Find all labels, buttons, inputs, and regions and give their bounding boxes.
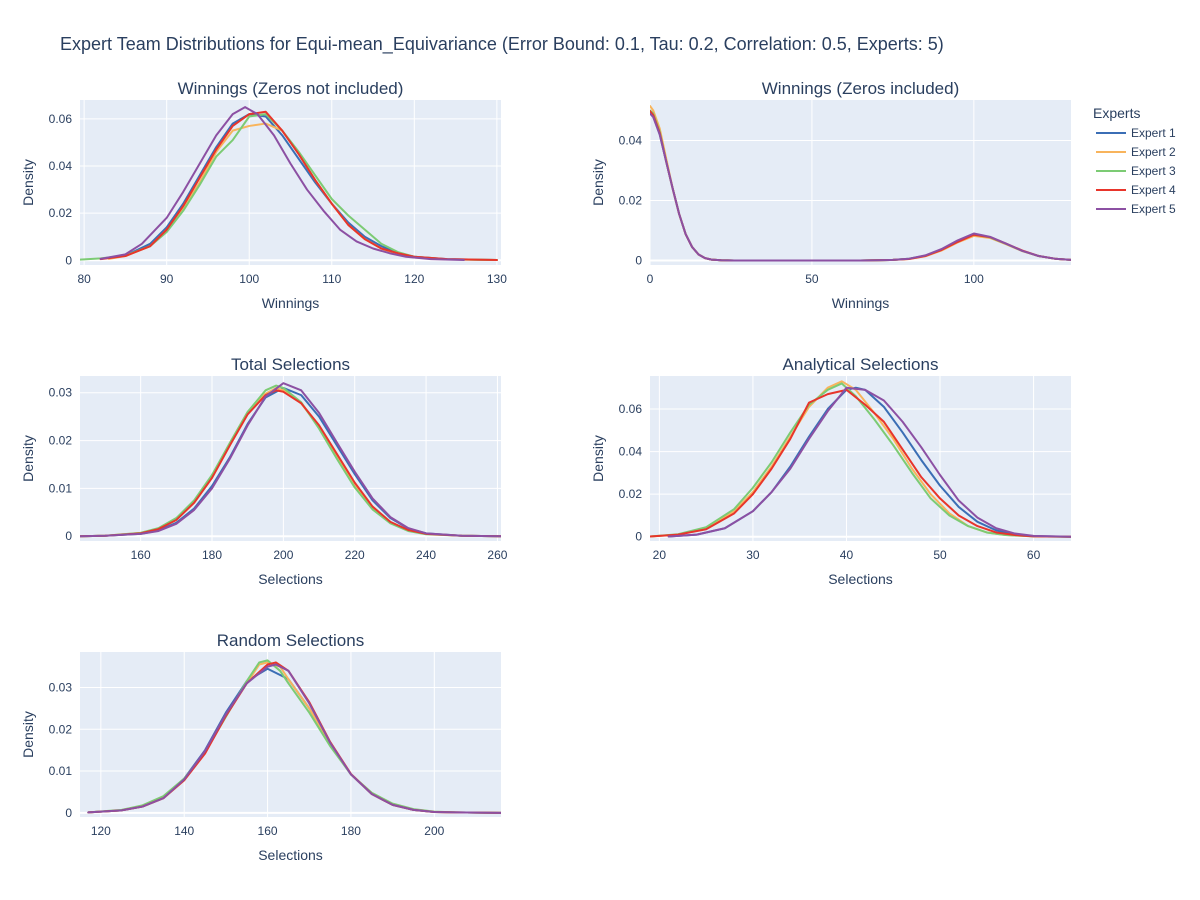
x-tick-label: 200: [424, 824, 444, 838]
plot-area: [650, 100, 1071, 265]
legend-item-expert-2[interactable]: Expert 2: [1096, 145, 1176, 159]
x-tick-label: 20: [653, 548, 667, 562]
legend-item-expert-1[interactable]: Expert 1: [1096, 126, 1176, 140]
y-axis-label: Density: [590, 159, 606, 206]
y-tick-label: 0.02: [619, 487, 643, 501]
subplot-title: Winnings (Zeros included): [762, 79, 959, 98]
y-tick-label: 0: [65, 529, 72, 543]
legend-label: Expert 5: [1131, 202, 1176, 216]
x-tick-label: 50: [805, 272, 819, 286]
y-tick-label: 0.04: [619, 134, 643, 148]
series-group: [80, 382, 501, 538]
y-tick-label: 0.02: [49, 434, 73, 448]
subplot-4: 20 30 40 50 60 0 0.02 0.04 0.06 Analytical Select…: [590, 355, 1071, 587]
x-axis-label: Winnings: [262, 295, 320, 311]
y-tick-label: 0.03: [49, 386, 73, 400]
x-tick-label: 120: [91, 824, 111, 838]
y-tick-label: 0: [635, 530, 642, 544]
legend[interactable]: Experts Expert 1 Expert 2 Expert 3 Expert 4 E…: [1093, 105, 1176, 216]
series-line-expert-5: [667, 386, 1071, 538]
legend-label: Expert 1: [1131, 126, 1176, 140]
y-tick-label: 0.02: [619, 194, 643, 208]
legend-label: Expert 4: [1131, 183, 1176, 197]
plot-area: [80, 652, 501, 817]
legend-title: Experts: [1093, 105, 1140, 121]
x-tick-label: 160: [131, 548, 151, 562]
y-tick-label: 0.02: [49, 722, 73, 736]
x-axis-label: Winnings: [832, 295, 890, 311]
x-axis-label: Selections: [258, 847, 323, 863]
y-tick-label: 0: [65, 253, 72, 267]
y-axis-label: Density: [20, 435, 36, 482]
series-group: [650, 380, 1071, 538]
subplot-title: Winnings (Zeros not included): [178, 79, 404, 98]
x-tick-label: 60: [1027, 548, 1041, 562]
series-group: [650, 105, 1071, 262]
x-tick-label: 180: [202, 548, 222, 562]
series-line-expert-4: [650, 388, 1071, 538]
series-line-expert-5: [87, 663, 501, 814]
figure-title: Expert Team Distributions for Equi-mean_…: [60, 34, 944, 55]
x-tick-label: 220: [345, 548, 365, 562]
x-tick-label: 100: [964, 272, 984, 286]
x-tick-label: 40: [840, 548, 854, 562]
series-line-expert-4: [80, 389, 501, 538]
y-axis-label: Density: [20, 159, 36, 206]
x-tick-label: 90: [160, 272, 174, 286]
y-axis-label: Density: [590, 435, 606, 482]
legend-label: Expert 2: [1131, 145, 1176, 159]
x-tick-label: 140: [174, 824, 194, 838]
y-tick-label: 0.01: [49, 764, 73, 778]
x-tick-label: 80: [77, 272, 91, 286]
legend-item-expert-5[interactable]: Expert 5: [1096, 202, 1176, 216]
series-line-expert-5: [80, 382, 501, 538]
y-tick-label: 0.04: [49, 159, 73, 173]
subplot-5: 120 140 160 180 200 0 0.01 0.02 0.03 Random Selec…: [20, 631, 501, 863]
x-tick-label: 160: [258, 824, 278, 838]
series-line-expert-4: [99, 110, 498, 262]
subplot-title: Random Selections: [217, 631, 364, 650]
subplot-3: 160 180 200 220 240 260 0 0.01 0.02 0.03 Total Sel…: [20, 355, 508, 587]
x-tick-label: 120: [404, 272, 424, 286]
subplot-title: Analytical Selections: [783, 355, 939, 374]
x-tick-label: 100: [239, 272, 259, 286]
series-line-expert-5: [650, 112, 1071, 262]
plot-area: [80, 376, 501, 541]
subplot-panels: 80 90 100 110 120 130 0 0.02 0.04 0.06 Winnings (Z…: [20, 79, 1071, 863]
y-tick-label: 0.01: [49, 481, 73, 495]
x-tick-label: 110: [322, 272, 341, 286]
legend-label: Expert 3: [1131, 164, 1176, 178]
x-tick-label: 130: [487, 272, 507, 286]
x-axis-label: Selections: [258, 571, 323, 587]
x-tick-label: 0: [647, 272, 654, 286]
y-axis-label: Density: [20, 711, 36, 758]
y-tick-label: 0: [65, 806, 72, 820]
x-tick-label: 30: [746, 548, 760, 562]
series-group: [87, 659, 501, 814]
series-group: [80, 106, 498, 262]
x-tick-label: 200: [273, 548, 293, 562]
x-tick-label: 180: [341, 824, 361, 838]
x-tick-label: 50: [933, 548, 947, 562]
x-axis-label: Selections: [828, 571, 893, 587]
y-tick-label: 0.06: [49, 112, 73, 126]
subplot-2: 0 50 100 0 0.02 0.04 Winnings (Zeros included)…: [590, 79, 1071, 311]
legend-item-expert-4[interactable]: Expert 4: [1096, 183, 1176, 197]
y-tick-label: 0.06: [619, 402, 643, 416]
y-tick-label: 0.04: [619, 445, 643, 459]
x-tick-label: 240: [416, 548, 436, 562]
plot-area: [80, 100, 501, 265]
subplot-1: 80 90 100 110 120 130 0 0.02 0.04 0.06 Winnings (Z…: [20, 79, 507, 311]
series-line-expert-5: [99, 106, 465, 262]
subplot-title: Total Selections: [231, 355, 350, 374]
x-tick-label: 260: [487, 548, 507, 562]
legend-item-expert-3[interactable]: Expert 3: [1096, 164, 1176, 178]
y-tick-label: 0.02: [49, 206, 73, 220]
y-tick-label: 0: [635, 254, 642, 268]
y-tick-label: 0.03: [49, 681, 73, 695]
